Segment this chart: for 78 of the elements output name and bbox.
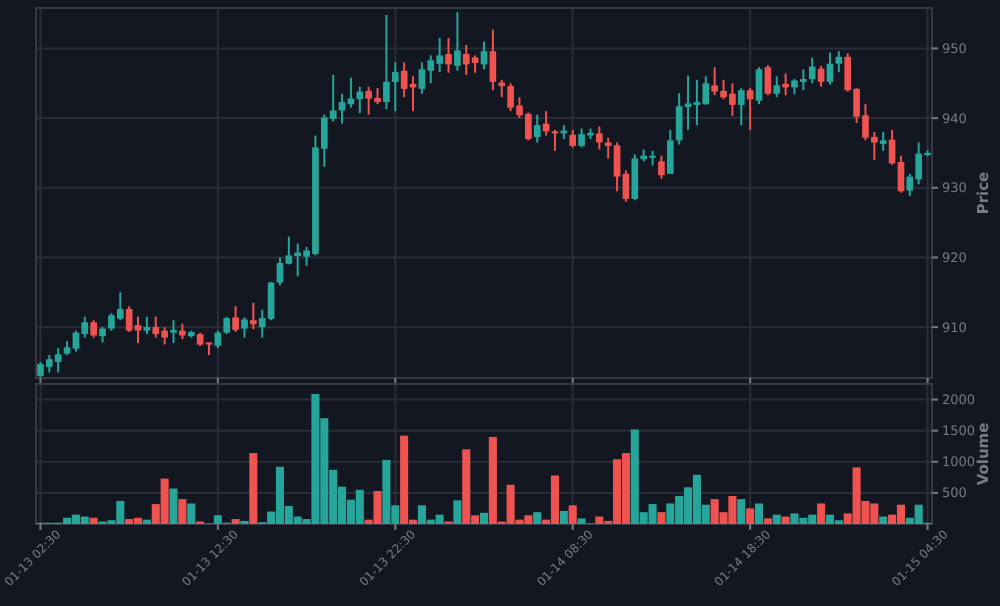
candlestick	[250, 301, 257, 331]
candlestick	[241, 316, 248, 339]
candlestick	[773, 75, 781, 99]
candlestick	[755, 66, 763, 106]
bar	[462, 449, 471, 524]
candlestick	[666, 128, 674, 175]
candlestick	[152, 315, 160, 339]
bar	[648, 504, 657, 524]
bar	[169, 488, 178, 524]
bar	[178, 499, 187, 524]
bar	[790, 513, 799, 524]
candlestick	[276, 256, 284, 287]
bar	[133, 517, 143, 524]
candlestick	[418, 61, 426, 95]
bar	[577, 518, 586, 524]
bar	[568, 505, 577, 524]
bar	[737, 499, 746, 524]
bar	[781, 516, 790, 524]
candlestick	[356, 85, 364, 115]
candlestick	[631, 153, 639, 202]
candlestick	[658, 154, 665, 180]
candlestick	[596, 125, 603, 151]
candlestick	[427, 54, 435, 85]
bar	[879, 516, 888, 524]
candlestick	[232, 305, 239, 334]
candlestick	[72, 329, 80, 353]
candlestick	[294, 242, 302, 278]
candlestick	[808, 56, 816, 85]
bar	[400, 435, 409, 524]
candlestick	[267, 280, 275, 322]
bar	[89, 517, 98, 524]
bar	[763, 518, 772, 524]
candlestick	[489, 28, 497, 92]
candlestick	[116, 291, 124, 322]
bar	[160, 478, 169, 524]
candlestick	[764, 64, 772, 97]
bar	[825, 514, 835, 524]
candlestick	[462, 43, 470, 76]
candlestick	[746, 87, 754, 131]
candlestick	[737, 87, 745, 127]
bar	[187, 503, 196, 524]
candlestick	[134, 315, 142, 345]
candlestick	[170, 319, 177, 345]
candlestick	[702, 75, 710, 106]
bar	[595, 516, 604, 524]
bar	[355, 489, 364, 524]
bar	[533, 512, 542, 524]
bar	[657, 512, 666, 524]
candlestick	[693, 78, 701, 127]
bar	[896, 504, 905, 524]
candlestick	[54, 347, 62, 374]
candlestick	[613, 141, 621, 193]
candlestick	[533, 113, 541, 144]
bar	[550, 475, 560, 524]
bar	[817, 503, 826, 524]
bar	[479, 512, 489, 524]
bar	[746, 508, 755, 524]
bar	[772, 514, 781, 524]
bar	[453, 500, 462, 524]
bar	[435, 514, 444, 524]
bar	[621, 453, 630, 524]
bar	[80, 516, 89, 524]
candlestick	[454, 11, 461, 72]
candlestick	[675, 92, 683, 146]
bar	[754, 503, 764, 524]
candlestick	[391, 61, 399, 113]
bar	[249, 453, 258, 524]
candlestick	[383, 13, 390, 111]
candlestick	[879, 131, 887, 152]
bar	[666, 503, 675, 524]
candlestick	[445, 36, 452, 74]
bar	[559, 510, 568, 524]
bar	[373, 491, 382, 524]
candlestick	[835, 50, 843, 74]
bar	[382, 459, 391, 524]
bar	[311, 393, 320, 524]
candlestick	[125, 305, 133, 334]
candlestick	[782, 72, 789, 97]
